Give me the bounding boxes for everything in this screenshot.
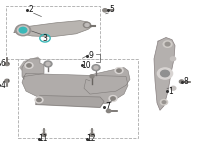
Circle shape [90, 133, 94, 136]
Text: 3: 3 [43, 34, 47, 43]
Circle shape [44, 61, 52, 67]
Polygon shape [20, 57, 40, 72]
Circle shape [111, 97, 115, 100]
Text: 6: 6 [1, 59, 6, 69]
Circle shape [37, 98, 41, 102]
Circle shape [162, 101, 166, 103]
Circle shape [170, 57, 176, 61]
Polygon shape [22, 59, 44, 79]
Circle shape [157, 68, 173, 79]
Bar [6, 6, 100, 59]
Polygon shape [154, 37, 175, 110]
Circle shape [5, 79, 9, 82]
Polygon shape [14, 21, 92, 37]
Polygon shape [84, 68, 130, 94]
Circle shape [27, 64, 31, 67]
Text: 7: 7 [106, 102, 110, 111]
Text: 5: 5 [110, 5, 114, 14]
Circle shape [160, 100, 168, 105]
Text: 11: 11 [38, 134, 48, 143]
Text: 4: 4 [1, 81, 6, 90]
Text: 2: 2 [29, 5, 33, 14]
Circle shape [161, 70, 169, 77]
Circle shape [103, 9, 107, 12]
Circle shape [17, 26, 29, 34]
Circle shape [42, 133, 46, 136]
Circle shape [163, 41, 172, 47]
Circle shape [94, 66, 98, 69]
Polygon shape [22, 74, 128, 106]
Circle shape [115, 68, 123, 74]
Circle shape [19, 27, 27, 33]
Bar [18, 59, 138, 138]
Circle shape [35, 97, 43, 103]
Circle shape [25, 62, 33, 68]
Circle shape [5, 62, 9, 66]
Circle shape [179, 80, 184, 83]
Circle shape [90, 75, 94, 78]
Circle shape [117, 69, 121, 72]
Circle shape [15, 25, 31, 36]
Circle shape [171, 86, 176, 90]
Text: 12: 12 [86, 134, 96, 143]
Text: 1: 1 [169, 87, 173, 96]
Circle shape [106, 109, 111, 113]
Circle shape [46, 62, 50, 65]
Text: 8: 8 [184, 77, 188, 86]
Text: 9: 9 [89, 51, 93, 60]
Circle shape [165, 42, 170, 46]
Circle shape [83, 22, 91, 28]
Text: 10: 10 [81, 61, 91, 70]
Circle shape [109, 96, 117, 101]
Circle shape [92, 65, 100, 71]
Polygon shape [36, 96, 104, 107]
Circle shape [85, 24, 89, 26]
